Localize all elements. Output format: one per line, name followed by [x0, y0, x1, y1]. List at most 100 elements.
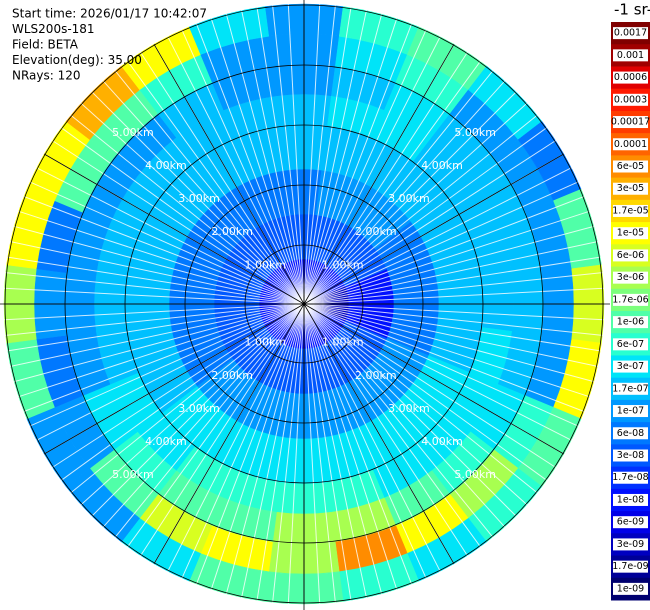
ray-gap [14, 225, 305, 305]
colorbar-label-bg [613, 249, 648, 262]
ray-gap [303, 241, 598, 305]
ray-gap [18, 303, 305, 398]
colorbar-label: 0.0017 [614, 28, 647, 39]
ray-gap [303, 23, 412, 305]
colorbar-label: 3e-09 [617, 539, 644, 550]
colorbar-label-bg [613, 182, 648, 195]
ray-gap [127, 303, 305, 547]
ray-gap [102, 80, 305, 305]
colorbar-label-bg [613, 560, 648, 573]
range-label: 3.00km [178, 402, 220, 415]
ray-gap [303, 140, 556, 305]
colorbar-title: -1 sr- [614, 1, 650, 19]
colorbar-label-bg [613, 427, 648, 440]
colorbar-label: 3e-06 [617, 272, 644, 283]
ray-gap [196, 303, 305, 585]
colorbar-label: 6e-05 [617, 161, 644, 172]
ray-gap [303, 210, 590, 305]
ray-gap [36, 303, 305, 441]
ray-gap [225, 303, 305, 594]
ray-gap [303, 18, 398, 305]
colorbar-label: 6e-08 [617, 428, 644, 439]
colorbar-label: 1e-06 [617, 317, 644, 328]
ray-gap [303, 303, 598, 367]
ray-gap [303, 91, 517, 305]
ray-gap [303, 29, 427, 305]
ray-gap [303, 167, 572, 305]
ray-gap [14, 303, 305, 383]
ray-gap [23, 196, 305, 305]
colorbar-label-bg [613, 471, 648, 484]
colorbar-label-bg [613, 338, 648, 351]
ray-gap [303, 80, 506, 305]
ray-gap [287, 303, 305, 604]
colorbar-label: 1.7e-07 [612, 383, 648, 394]
ray-gap [303, 36, 441, 305]
ray-gap [303, 14, 383, 305]
ray-gap [114, 303, 305, 538]
ray-gap [241, 303, 305, 598]
ray-gap [7, 303, 305, 352]
ray-gap [225, 14, 305, 305]
ray-gap [4, 303, 305, 321]
colorbar-label: 3e-05 [617, 183, 644, 194]
colorbar-label-bg [613, 271, 648, 284]
ray-gap [181, 303, 305, 579]
colorbar-label-bg [613, 516, 648, 529]
colorbar-label: 0.0003 [614, 94, 647, 105]
spoke [153, 43, 305, 305]
colorbar-label-bg [613, 93, 648, 106]
ray-gap [303, 303, 412, 585]
ray-gap [303, 303, 601, 352]
ray-gap [167, 303, 305, 572]
colorbar-label: 6e-06 [617, 250, 644, 261]
ray-gap [127, 61, 305, 305]
range-label: 5.00km [454, 126, 496, 139]
ray-gap [303, 303, 528, 506]
ray-gap [196, 23, 305, 305]
header-text: Start time: 2026/01/17 10:42:07 [12, 7, 207, 21]
range-label: 1.00km [322, 258, 364, 271]
ray-gap [303, 303, 585, 412]
ray-gap [36, 167, 305, 305]
colorbar-label: 6e-09 [617, 517, 644, 528]
colorbar-label: 1e-05 [617, 228, 644, 239]
colorbar-label-bg [613, 138, 648, 151]
spoke [153, 303, 305, 565]
range-label: 3.00km [178, 192, 220, 205]
ray-gap [303, 225, 594, 305]
colorbar-label: 1e-07 [617, 406, 644, 417]
ray-gap [181, 29, 305, 305]
colorbar-label-bg [613, 204, 648, 217]
ray-gap [70, 303, 305, 494]
ray-gap [272, 303, 305, 603]
ray-gap [5, 272, 305, 305]
range-ring [4, 4, 604, 604]
ray-gap [303, 303, 572, 441]
colorbar-label: 0.0001 [614, 139, 647, 150]
ray-gap [287, 4, 305, 305]
ray-gap [303, 303, 383, 594]
colorbar-label: 3e-07 [617, 361, 644, 372]
colorbar-label: 0.00017 [611, 117, 650, 128]
range-label: 4.00km [145, 159, 187, 172]
header-text: Field: BETA [12, 38, 79, 52]
colorbar-label-bg [613, 360, 648, 373]
ray-gap [52, 140, 305, 305]
ray-gap [241, 10, 305, 305]
overlay: 1.00km 1.00km 1.00km 1.00km 2.00km 2.00km 2.00… [0, 0, 610, 610]
ray-gap [70, 114, 305, 305]
ray-gap [256, 303, 305, 601]
colorbar-label-bg [613, 27, 648, 40]
colorbar-label: 1e-09 [617, 583, 644, 594]
range-label: 1.00km [244, 336, 286, 349]
ray-gap [256, 7, 305, 305]
cell [188, 6, 270, 55]
colorbar-label: 0.0006 [614, 72, 647, 83]
ray-gap [303, 10, 367, 305]
ray-gap [303, 287, 604, 305]
ray-gap [303, 303, 604, 321]
ray-gap [303, 303, 603, 336]
colorbar-label-bg [613, 382, 648, 395]
